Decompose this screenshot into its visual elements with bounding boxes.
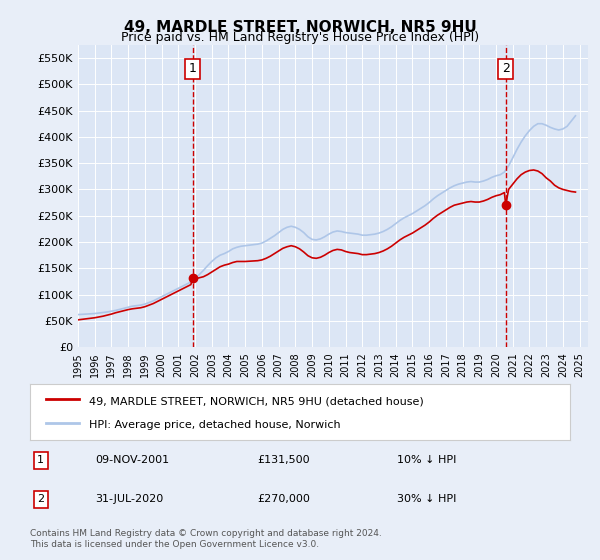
- Text: 2: 2: [502, 63, 509, 76]
- Text: 30% ↓ HPI: 30% ↓ HPI: [397, 494, 457, 504]
- Text: 10% ↓ HPI: 10% ↓ HPI: [397, 455, 457, 465]
- Text: 2: 2: [37, 494, 44, 504]
- Text: HPI: Average price, detached house, Norwich: HPI: Average price, detached house, Norw…: [89, 420, 341, 430]
- Text: 09-NOV-2001: 09-NOV-2001: [95, 455, 169, 465]
- Text: 49, MARDLE STREET, NORWICH, NR5 9HU: 49, MARDLE STREET, NORWICH, NR5 9HU: [124, 20, 476, 35]
- Text: £131,500: £131,500: [257, 455, 310, 465]
- Text: Price paid vs. HM Land Registry's House Price Index (HPI): Price paid vs. HM Land Registry's House …: [121, 31, 479, 44]
- Text: 1: 1: [188, 63, 196, 76]
- Text: £270,000: £270,000: [257, 494, 310, 504]
- Text: 49, MARDLE STREET, NORWICH, NR5 9HU (detached house): 49, MARDLE STREET, NORWICH, NR5 9HU (det…: [89, 396, 424, 407]
- Text: Contains HM Land Registry data © Crown copyright and database right 2024.
This d: Contains HM Land Registry data © Crown c…: [30, 529, 382, 549]
- Text: 1: 1: [37, 455, 44, 465]
- Text: 31-JUL-2020: 31-JUL-2020: [95, 494, 163, 504]
